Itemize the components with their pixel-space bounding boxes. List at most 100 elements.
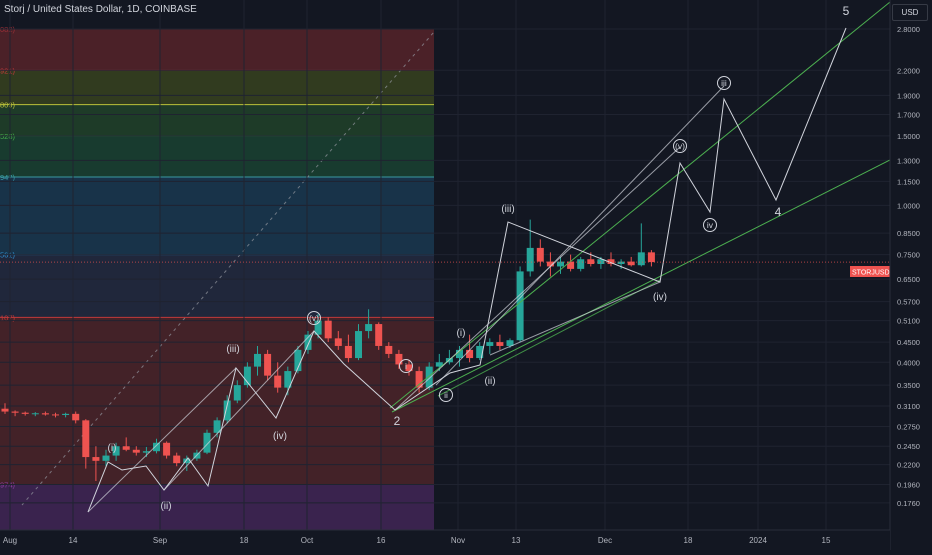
candle-body bbox=[233, 385, 241, 401]
wave-label-circle bbox=[439, 388, 453, 402]
wave-envelope-line bbox=[489, 281, 661, 356]
candle-body bbox=[466, 349, 474, 359]
fibonacci-zones: 082)921)809)528)947)561)107)974) bbox=[0, 25, 435, 530]
price-axis-tick: 0.7500 bbox=[897, 251, 920, 260]
candle-body bbox=[526, 247, 534, 272]
candle-body bbox=[647, 252, 655, 263]
time-axis-tick: 18 bbox=[684, 536, 693, 545]
channel-lower-line bbox=[391, 159, 891, 413]
wave-label: i bbox=[405, 361, 407, 371]
price-axis-tick: 1.5000 bbox=[897, 132, 920, 141]
candle-body bbox=[183, 458, 191, 464]
price-axis-tick: 0.3500 bbox=[897, 381, 920, 390]
wave-label: (i) bbox=[457, 328, 466, 339]
wave-label: iv bbox=[707, 220, 714, 230]
candle-body bbox=[405, 364, 413, 372]
wave-label: (v) bbox=[309, 313, 319, 323]
price-axis[interactable]: 2.8000 2.2000 1.9000 1.7000 1.5000 1.3000 1.15… bbox=[889, 0, 932, 550]
candle-body bbox=[536, 247, 544, 262]
candle-body bbox=[112, 446, 120, 456]
wave-label: (iii) bbox=[226, 344, 239, 355]
channel-upper-line bbox=[389, 1, 891, 409]
fib-level-label: 809) bbox=[0, 101, 16, 110]
candle-body bbox=[31, 413, 39, 415]
price-axis-tick: 2.2000 bbox=[897, 66, 920, 75]
wave-label: ii bbox=[444, 390, 448, 400]
candle-body bbox=[122, 446, 130, 450]
candle-body bbox=[395, 353, 403, 365]
wave-envelope-line bbox=[435, 85, 725, 386]
candle-body bbox=[577, 259, 585, 269]
candle-body bbox=[254, 353, 261, 367]
currency-button[interactable]: USD bbox=[892, 4, 928, 21]
time-axis[interactable]: Aug 14 Sep 18 Oct 16 Nov 13 Dec 18 2024 15 bbox=[0, 529, 890, 550]
candle-body bbox=[385, 345, 393, 354]
candle-body bbox=[52, 414, 59, 416]
fib-band bbox=[0, 254, 434, 318]
candle-body bbox=[223, 400, 231, 421]
price-axis-tick: 1.9000 bbox=[897, 91, 920, 100]
wave-label-circle bbox=[307, 311, 321, 325]
price-axis-tick: 0.4000 bbox=[897, 358, 920, 367]
candle-body bbox=[274, 375, 282, 388]
fib-level-label: 107) bbox=[0, 313, 16, 322]
time-axis-tick: 2024 bbox=[749, 536, 767, 545]
candle-body bbox=[557, 261, 564, 267]
candle-body bbox=[496, 342, 504, 346]
wave-label: 4 bbox=[775, 205, 782, 219]
candle-body bbox=[365, 324, 373, 332]
price-tag-symbol: STORJUSD bbox=[852, 270, 890, 277]
candle-body bbox=[435, 362, 443, 367]
time-axis-tick: 16 bbox=[377, 536, 386, 545]
price-axis-tick: 1.7000 bbox=[897, 110, 920, 119]
candle-body bbox=[375, 324, 383, 346]
price-axis-tick: 1.1500 bbox=[897, 177, 920, 186]
candle-body bbox=[163, 442, 171, 456]
wave-label: (iv) bbox=[273, 431, 287, 442]
price-axis-tick: 0.2200 bbox=[897, 461, 920, 470]
candle-body bbox=[304, 334, 312, 350]
candle-body bbox=[11, 411, 19, 413]
candle-body bbox=[607, 259, 615, 265]
candle-body bbox=[82, 420, 90, 458]
wave-label-circle bbox=[703, 218, 717, 232]
candle-body bbox=[173, 455, 181, 464]
wave-label: (iii) bbox=[501, 204, 514, 215]
candle-body bbox=[264, 353, 272, 376]
time-axis-bg bbox=[0, 530, 890, 550]
time-axis-tick: Oct bbox=[301, 536, 314, 545]
candle-body bbox=[132, 449, 140, 453]
candle-body bbox=[142, 451, 150, 453]
candle-body bbox=[153, 442, 160, 452]
fib-band bbox=[0, 484, 434, 530]
wave-label-circle bbox=[399, 359, 413, 373]
price-tag-symbol-bg bbox=[850, 266, 892, 277]
candle-body bbox=[637, 252, 645, 266]
price-axis-tick: 0.8500 bbox=[897, 229, 920, 238]
wave-envelope-line bbox=[163, 330, 315, 491]
candle-body bbox=[617, 261, 625, 265]
wave-label: (v) bbox=[675, 141, 685, 151]
wave-label: (iv) bbox=[653, 292, 667, 303]
price-axis-tick: 0.1960 bbox=[897, 480, 920, 489]
wave-envelope-line bbox=[87, 367, 237, 513]
elliott-wave-line bbox=[87, 27, 847, 513]
price-axis-tick: 0.4500 bbox=[897, 338, 920, 347]
wave-label-circle bbox=[717, 76, 731, 90]
price-axis-tick: 1.3000 bbox=[897, 156, 920, 165]
candle-body bbox=[415, 371, 423, 388]
candle-body bbox=[294, 349, 302, 372]
fib-band bbox=[0, 104, 434, 136]
price-axis-tick: 2.8000 bbox=[897, 25, 920, 34]
candle-body bbox=[213, 420, 221, 433]
wave-label: (i) bbox=[108, 443, 117, 454]
candle-body bbox=[92, 457, 100, 461]
time-axis-tick: 14 bbox=[69, 536, 78, 545]
wave-envelope-line bbox=[394, 146, 681, 411]
fib-level-label: 947) bbox=[0, 173, 16, 182]
wave-label: iii bbox=[721, 78, 727, 88]
candle-body bbox=[314, 320, 322, 335]
time-axis-tick: Dec bbox=[598, 536, 612, 545]
